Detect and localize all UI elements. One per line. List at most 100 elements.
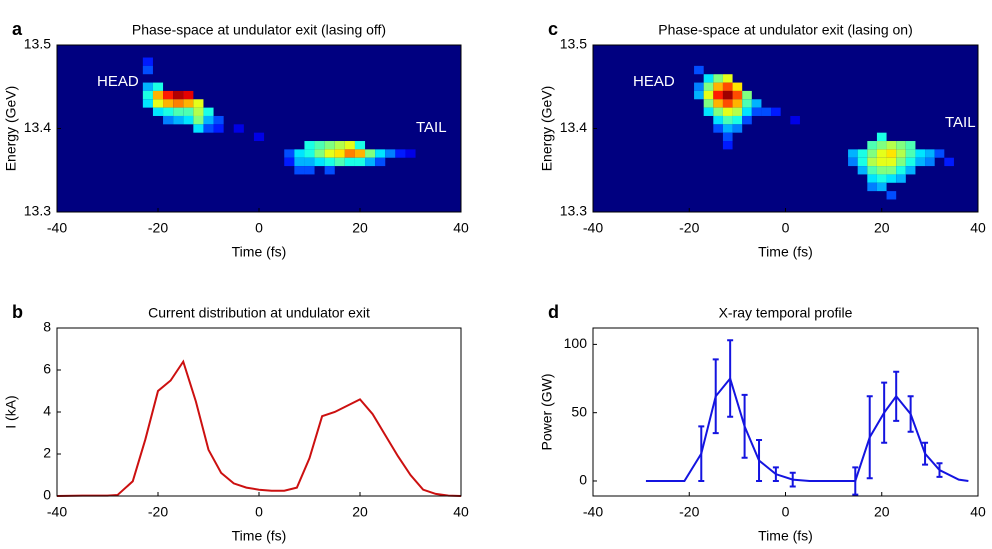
heat-cell — [876, 141, 887, 150]
x-axis-label: Time (fs) — [232, 244, 287, 260]
panel-label: c — [548, 19, 558, 39]
heat-cell — [742, 99, 752, 108]
heatmap — [694, 65, 954, 200]
heat-cell — [732, 115, 743, 125]
x-tick-label: -40 — [583, 504, 603, 520]
heat-cell — [713, 115, 723, 125]
y-tick-label: 6 — [43, 361, 51, 377]
heat-cell — [694, 65, 704, 75]
heat-cell — [253, 132, 265, 142]
heat-cell — [732, 90, 743, 100]
heat-cell — [732, 82, 743, 91]
chart-title: Phase-space at undulator exit (lasing on… — [658, 22, 912, 38]
heat-cell — [183, 107, 194, 116]
heat-cell — [703, 82, 714, 91]
heat-cell — [848, 157, 858, 167]
error-bar — [698, 425, 705, 482]
heat-cell — [713, 107, 723, 116]
heat-cell — [142, 99, 153, 108]
heat-cell — [886, 174, 897, 183]
heat-cell — [365, 149, 376, 158]
heat-cell — [344, 149, 355, 158]
heat-cell — [375, 149, 386, 158]
heat-cell — [867, 174, 877, 183]
heat-cell — [876, 174, 887, 183]
heat-cell — [183, 115, 194, 125]
heat-cell — [142, 65, 153, 75]
plot-frame — [592, 327, 979, 497]
x-tick-label: 40 — [453, 504, 469, 520]
heat-cell — [183, 99, 194, 108]
error-bar — [727, 339, 734, 418]
annotation: HEAD — [633, 73, 675, 90]
heat-cell — [713, 90, 723, 100]
heat-cell — [152, 90, 164, 100]
error-bar — [756, 439, 763, 482]
heat-cell — [703, 107, 714, 116]
x-tick-label: 0 — [782, 504, 790, 520]
error-bar — [866, 395, 873, 480]
heat-cell — [163, 90, 174, 100]
heat-cell — [857, 157, 868, 167]
y-tick-label: 50 — [571, 403, 587, 419]
heat-cell — [304, 166, 315, 175]
heat-cell — [233, 124, 244, 133]
x-tick-label: 40 — [970, 220, 986, 236]
heat-cell — [203, 124, 214, 133]
heat-cell — [713, 82, 723, 91]
heat-cell — [344, 141, 355, 150]
heat-cell — [365, 157, 376, 167]
x-tick-label: 0 — [255, 220, 263, 236]
heat-cell — [722, 99, 733, 108]
heat-cell — [857, 149, 868, 158]
heat-cell — [713, 99, 723, 108]
heat-cell — [284, 157, 295, 167]
x-tick-label: -20 — [148, 220, 168, 236]
chart-title: Current distribution at undulator exit — [148, 305, 370, 321]
heat-cell — [771, 107, 781, 116]
heat-cell — [905, 166, 916, 175]
heat-cell — [732, 99, 743, 108]
heat-cell — [152, 107, 164, 116]
heat-cell — [761, 107, 772, 116]
heat-cell — [152, 82, 164, 91]
heat-cell — [886, 166, 897, 175]
x-tick-label: -40 — [583, 220, 603, 236]
heat-cell — [867, 141, 877, 150]
error-bar — [852, 466, 859, 496]
heat-cell — [385, 149, 396, 158]
heat-cell — [751, 99, 762, 108]
y-tick-label: 100 — [564, 335, 588, 351]
heat-cell — [203, 107, 214, 116]
error-bar — [712, 358, 719, 435]
y-tick-label: 0 — [579, 472, 587, 488]
heat-cell — [896, 166, 906, 175]
heat-cell — [751, 107, 762, 116]
heat-cell — [857, 166, 868, 175]
x-axis-label: Time (fs) — [758, 244, 813, 260]
heat-cell — [722, 74, 733, 83]
heat-cell — [713, 74, 723, 83]
chart-title: X-ray temporal profile — [719, 305, 853, 321]
heat-cell — [314, 141, 325, 150]
heat-cell — [703, 74, 714, 83]
heat-cell — [395, 149, 406, 158]
heat-cell — [375, 157, 386, 167]
heat-cell — [905, 149, 916, 158]
heat-cell — [193, 124, 204, 133]
heat-cell — [896, 141, 906, 150]
x-tick-label: -40 — [47, 220, 67, 236]
heat-cell — [304, 141, 315, 150]
error-bar — [936, 462, 943, 478]
x-tick-label: 40 — [453, 220, 469, 236]
y-tick-label: 0 — [43, 487, 51, 503]
heat-cell — [294, 157, 305, 167]
y-tick-label: 13.5 — [560, 36, 587, 52]
heat-cell — [344, 157, 355, 167]
heat-cell — [304, 149, 315, 158]
heat-cell — [896, 149, 906, 158]
plot-frame — [56, 327, 462, 497]
plot-background — [593, 45, 978, 212]
heat-cell — [203, 115, 214, 125]
heat-cell — [790, 115, 800, 125]
